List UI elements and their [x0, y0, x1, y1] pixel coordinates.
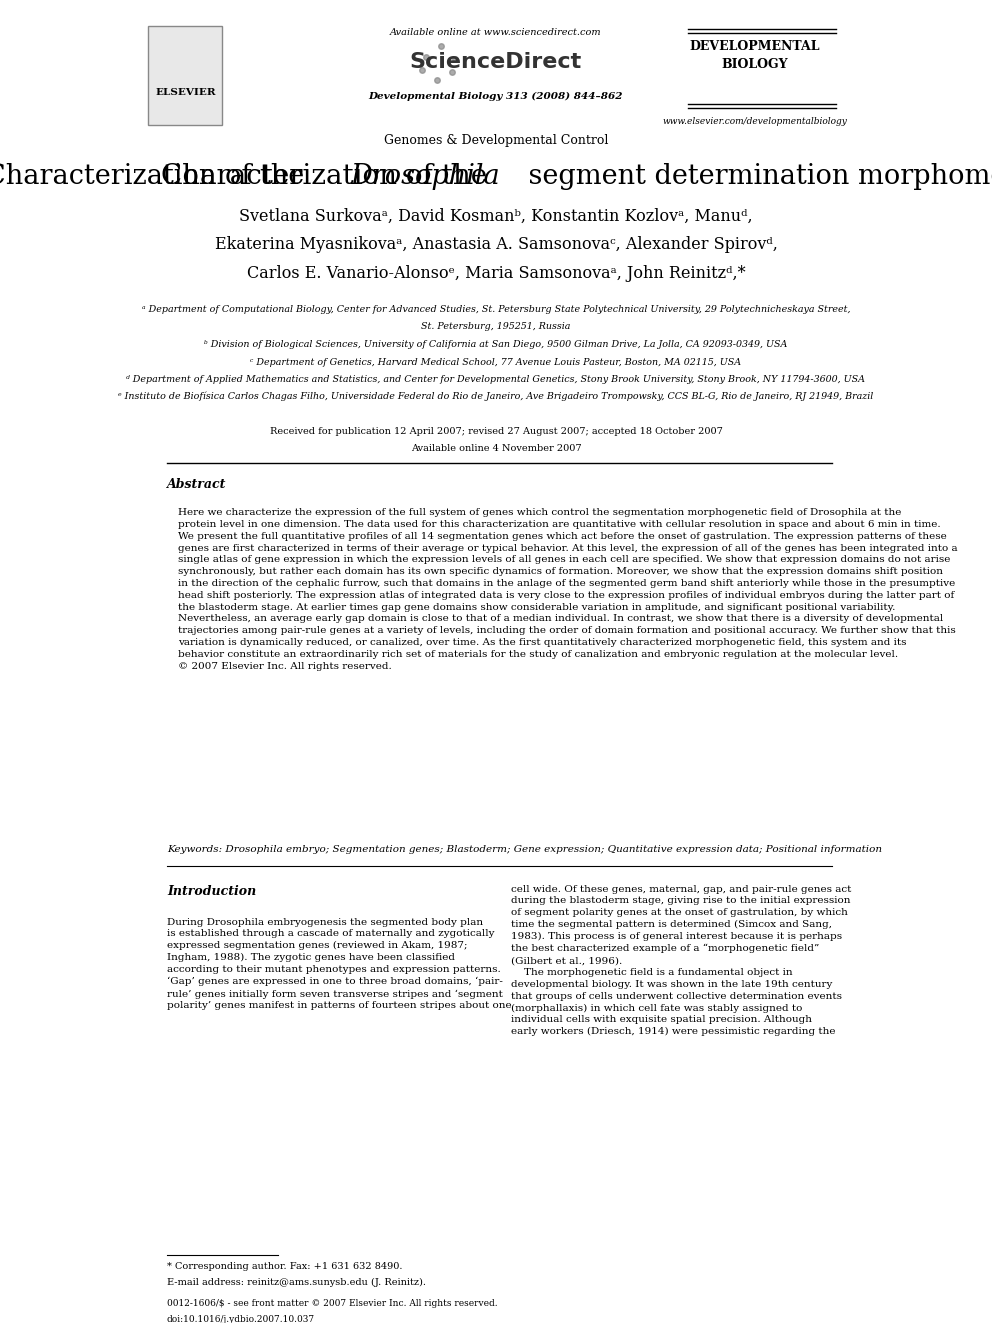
Text: Available online 4 November 2007: Available online 4 November 2007 — [411, 445, 581, 454]
Text: Characterization of the Drosophila segment determination morphome: Characterization of the Drosophila segme… — [4, 163, 988, 191]
Text: Drosophila: Drosophila — [350, 163, 500, 191]
Text: Carlos E. Vanario-Alonsoᵉ, Maria Samsonovaᵃ, John Reinitzᵈ,*: Carlos E. Vanario-Alonsoᵉ, Maria Samsono… — [247, 266, 745, 282]
Text: doi:10.1016/j.ydbio.2007.10.037: doi:10.1016/j.ydbio.2007.10.037 — [167, 1315, 315, 1323]
Text: Received for publication 12 April 2007; revised 27 August 2007; accepted 18 Octo: Received for publication 12 April 2007; … — [270, 427, 722, 437]
Text: Keywords: Drosophila embryo; Segmentation genes; Blastoderm; Gene expression; Qu: Keywords: Drosophila embryo; Segmentatio… — [167, 844, 882, 853]
Text: Abstract: Abstract — [167, 478, 226, 491]
Text: E-mail address: reinitz@ams.sunysb.edu (J. Reinitz).: E-mail address: reinitz@ams.sunysb.edu (… — [167, 1278, 426, 1287]
Text: During Drosophila embryogenesis the segmented body plan
is established through a: During Drosophila embryogenesis the segm… — [167, 918, 512, 1011]
Text: Svetlana Surkovaᵃ, David Kosmanᵇ, Konstantin Kozlovᵃ, Manuᵈ,: Svetlana Surkovaᵃ, David Kosmanᵇ, Konsta… — [239, 208, 753, 225]
Text: cell wide. Of these genes, maternal, gap, and pair-rule genes act
during the bla: cell wide. Of these genes, maternal, gap… — [511, 885, 851, 1036]
Text: 0012-1606/$ - see front matter © 2007 Elsevier Inc. All rights reserved.: 0012-1606/$ - see front matter © 2007 El… — [167, 1299, 498, 1308]
Text: Genomes & Developmental Control: Genomes & Developmental Control — [384, 135, 608, 147]
Text: ᵈ Department of Applied Mathematics and Statistics, and Center for Developmental: ᵈ Department of Applied Mathematics and … — [127, 374, 865, 384]
Text: ᵃ Department of Computational Biology, Center for Advanced Studies, St. Petersbu: ᵃ Department of Computational Biology, C… — [142, 304, 850, 314]
Text: St. Petersburg, 195251, Russia: St. Petersburg, 195251, Russia — [422, 321, 570, 331]
Bar — [149, 26, 222, 126]
Text: DEVELOPMENTAL
BIOLOGY: DEVELOPMENTAL BIOLOGY — [689, 40, 820, 71]
Text: ELSEVIER: ELSEVIER — [155, 87, 215, 97]
Text: ScienceDirect: ScienceDirect — [410, 52, 582, 71]
Text: ᶜ Department of Genetics, Harvard Medical School, 77 Avenue Louis Pasteur, Bosto: ᶜ Department of Genetics, Harvard Medica… — [250, 357, 742, 366]
Text: www.elsevier.com/developmentalbiology: www.elsevier.com/developmentalbiology — [663, 116, 847, 126]
Text: Ekaterina Myasnikovaᵃ, Anastasia A. Samsonovaᶜ, Alexander Spirovᵈ,: Ekaterina Myasnikovaᵃ, Anastasia A. Sams… — [214, 237, 778, 254]
Text: Characterization of the: Characterization of the — [161, 163, 496, 191]
Text: Here we characterize the expression of the full system of genes which control th: Here we characterize the expression of t… — [178, 508, 957, 671]
Text: ᵉ Instituto de Biofísica Carlos Chagas Filho, Universidade Federal do Rio de Jan: ᵉ Instituto de Biofísica Carlos Chagas F… — [118, 392, 874, 401]
Text: Developmental Biology 313 (2008) 844–862: Developmental Biology 313 (2008) 844–862 — [369, 91, 623, 101]
Text: Characterization of the                          segment determination morphome: Characterization of the segment determin… — [0, 163, 992, 191]
Text: Introduction: Introduction — [167, 885, 256, 898]
Text: ᵇ Division of Biological Sciences, University of California at San Diego, 9500 G: ᵇ Division of Biological Sciences, Unive… — [204, 340, 788, 349]
Text: Available online at www.sciencedirect.com: Available online at www.sciencedirect.co… — [390, 28, 602, 37]
Text: * Corresponding author. Fax: +1 631 632 8490.: * Corresponding author. Fax: +1 631 632 … — [167, 1262, 403, 1271]
